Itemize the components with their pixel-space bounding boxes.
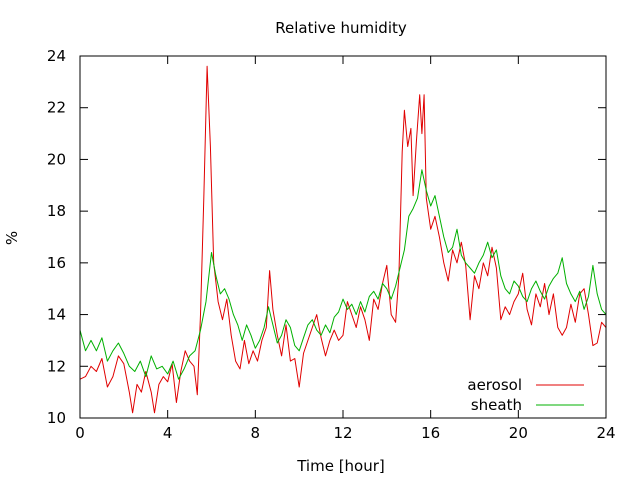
x-tick-label: 0 [75, 424, 85, 442]
y-tick-label: 24 [47, 47, 66, 65]
x-tick-label: 8 [251, 424, 261, 442]
series-line-aerosol [79, 65, 607, 414]
axis-ticks: 0 4 8 12 16 20 24 10 12 14 16 18 20 22 24 [47, 47, 616, 442]
y-tick-label: 22 [47, 99, 66, 117]
x-tick-label: 20 [509, 424, 528, 442]
x-tick-label: 16 [421, 424, 440, 442]
x-tick-label: 24 [596, 424, 615, 442]
x-tick-label: 4 [163, 424, 173, 442]
legend-label-aerosol: aerosol [467, 376, 522, 394]
series-lines [79, 65, 607, 414]
series-line-sheath [79, 169, 607, 380]
y-tick-label: 16 [47, 254, 66, 272]
y-tick-label: 20 [47, 150, 66, 168]
y-tick-label: 14 [47, 306, 66, 324]
plot-frame [79, 55, 607, 419]
chart-title: Relative humidity [275, 19, 407, 37]
x-tick-label: 12 [333, 424, 352, 442]
legend-label-sheath: sheath [471, 396, 522, 414]
y-tick-label: 18 [47, 202, 66, 220]
y-tick-label: 12 [47, 357, 66, 375]
legend: aerosol sheath [467, 376, 584, 414]
x-axis-label: Time [hour] [296, 457, 385, 475]
y-tick-label: 10 [47, 409, 66, 427]
y-axis-label: % [3, 231, 21, 245]
